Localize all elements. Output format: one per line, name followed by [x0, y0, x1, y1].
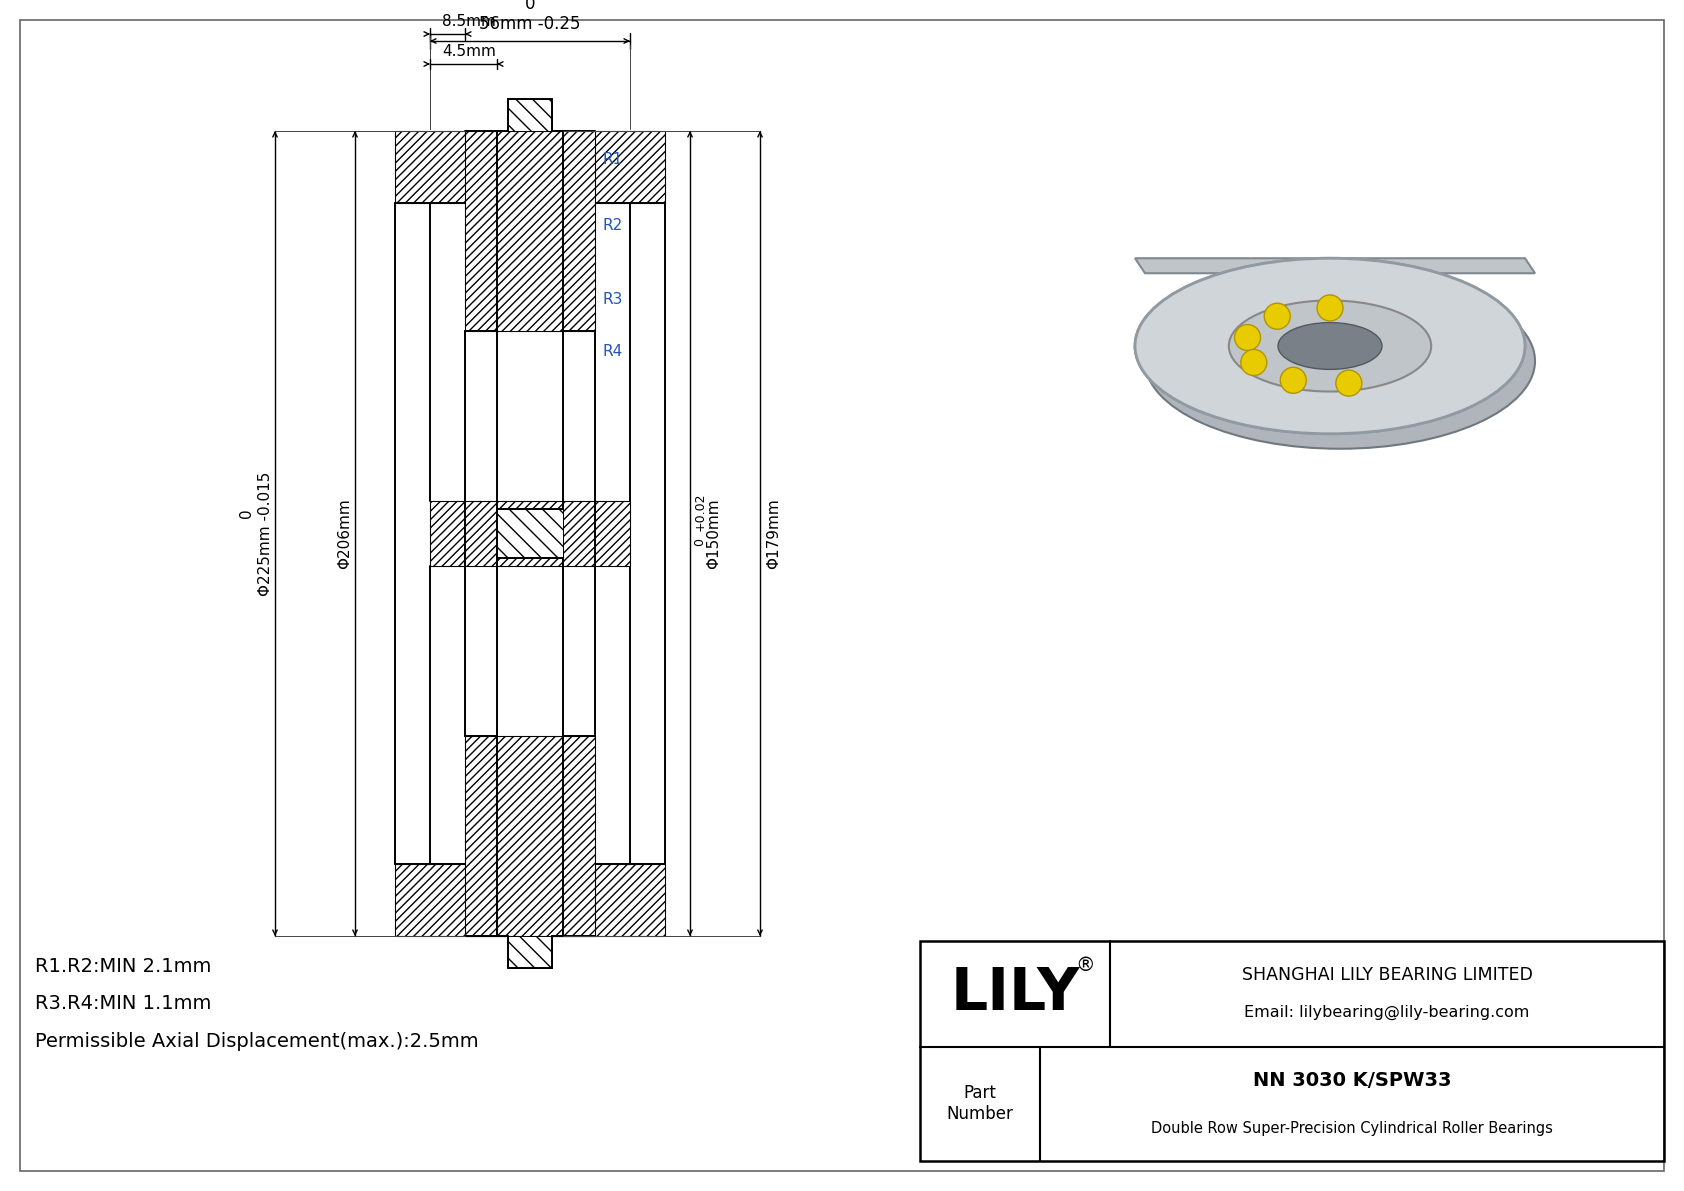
- Text: Φ150mm: Φ150mm: [707, 498, 721, 569]
- Text: SHANGHAI LILY BEARING LIMITED: SHANGHAI LILY BEARING LIMITED: [1241, 966, 1532, 984]
- Polygon shape: [396, 863, 665, 936]
- Text: R4: R4: [603, 343, 623, 358]
- Ellipse shape: [1229, 300, 1431, 392]
- Text: 0: 0: [239, 509, 254, 518]
- Text: Double Row Super-Precision Cylindrical Roller Bearings: Double Row Super-Precision Cylindrical R…: [1152, 1122, 1553, 1136]
- Polygon shape: [497, 509, 562, 559]
- Ellipse shape: [1145, 273, 1536, 449]
- Polygon shape: [1135, 258, 1536, 273]
- Ellipse shape: [1260, 275, 1320, 300]
- Bar: [919, 941, 1664, 1161]
- Circle shape: [1335, 370, 1362, 397]
- Text: ®: ®: [1074, 956, 1095, 975]
- Text: Φ206mm: Φ206mm: [337, 498, 352, 569]
- Text: R3.R4:MIN 1.1mm: R3.R4:MIN 1.1mm: [35, 994, 212, 1014]
- Text: Φ225mm -0.015: Φ225mm -0.015: [258, 472, 273, 596]
- Text: Permissible Axial Displacement(max.):2.5mm: Permissible Axial Displacement(max.):2.5…: [35, 1031, 478, 1050]
- Polygon shape: [509, 99, 552, 131]
- Ellipse shape: [1278, 323, 1383, 369]
- Text: +0.02: +0.02: [694, 492, 707, 531]
- Ellipse shape: [1295, 341, 1384, 381]
- Ellipse shape: [1135, 258, 1526, 434]
- Circle shape: [1280, 367, 1307, 393]
- Circle shape: [1234, 324, 1261, 350]
- Circle shape: [1241, 349, 1266, 375]
- Text: Part
Number: Part Number: [946, 1084, 1014, 1123]
- Circle shape: [1241, 349, 1266, 375]
- Text: 0: 0: [525, 0, 536, 13]
- Polygon shape: [396, 131, 665, 202]
- Polygon shape: [465, 131, 594, 331]
- Ellipse shape: [1229, 300, 1431, 392]
- Ellipse shape: [1278, 323, 1383, 369]
- Text: 56mm -0.25: 56mm -0.25: [480, 15, 581, 33]
- Text: 4.5mm: 4.5mm: [441, 44, 495, 60]
- Text: R1: R1: [603, 151, 623, 167]
- Polygon shape: [429, 501, 630, 566]
- Circle shape: [1265, 304, 1290, 329]
- Ellipse shape: [1135, 258, 1526, 434]
- Circle shape: [1265, 304, 1290, 329]
- Text: NN 3030 K/SPW33: NN 3030 K/SPW33: [1253, 1072, 1452, 1091]
- Text: R1.R2:MIN 2.1mm: R1.R2:MIN 2.1mm: [35, 958, 212, 975]
- Circle shape: [1335, 370, 1362, 397]
- Circle shape: [1317, 295, 1344, 320]
- Circle shape: [1280, 367, 1307, 393]
- Text: R3: R3: [603, 292, 623, 306]
- Text: 8.5mm: 8.5mm: [441, 14, 495, 29]
- Text: LILY: LILY: [950, 965, 1079, 1022]
- Polygon shape: [465, 736, 594, 936]
- Polygon shape: [509, 936, 552, 968]
- Circle shape: [1234, 324, 1261, 350]
- Text: Email: lilybearing@lily-bearing.com: Email: lilybearing@lily-bearing.com: [1244, 1005, 1529, 1021]
- Circle shape: [1317, 295, 1344, 320]
- Text: 0: 0: [694, 537, 707, 545]
- Text: R2: R2: [603, 218, 623, 233]
- Text: Φ179mm: Φ179mm: [766, 498, 781, 569]
